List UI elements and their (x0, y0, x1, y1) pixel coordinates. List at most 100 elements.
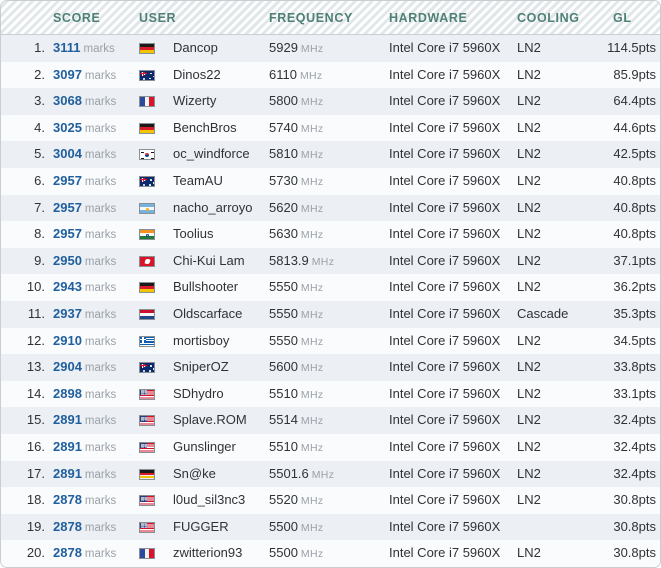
score-cell[interactable]: 3111 marks (53, 35, 143, 62)
table-row[interactable]: 3. 3068 marks Wizerty 5800 MHz Intel Core i7 5… (1, 88, 660, 115)
score-cell[interactable]: 2937 marks (53, 301, 143, 328)
score-cell[interactable]: 2878 marks (53, 514, 143, 541)
score-cell[interactable]: 2878 marks (53, 540, 143, 567)
hardware-cell: Intel Core i7 5960X (389, 146, 501, 162)
table-row[interactable]: 19. 2878 marks FUGGER 5500 MHz Intel Core i7 5… (1, 513, 660, 541)
score-unit: marks (84, 202, 117, 215)
frequency-unit: MHz (300, 441, 324, 454)
user-cell[interactable]: Dancop (173, 40, 218, 55)
flag-cell (139, 461, 161, 488)
india-flag-icon (139, 229, 155, 241)
score-cell[interactable]: 2878 marks (53, 487, 143, 514)
table-row[interactable]: 4. 3025 marks BenchBros 5740 MHz Intel Core i7… (1, 114, 660, 142)
user-cell[interactable]: Gunslinger (173, 438, 236, 454)
frequency-cell: 5800 MHz (269, 88, 323, 115)
score-value: 3004 (53, 146, 82, 162)
score-cell[interactable]: 3097 marks (53, 62, 143, 89)
column-header-score[interactable]: SCORE (53, 11, 101, 25)
table-row[interactable]: 7. 2957 marks nacho_arroyo 5620 MHz Intel Core… (1, 194, 660, 222)
user-cell[interactable]: FUGGER (173, 518, 229, 534)
frequency-cell: 5810 MHz (269, 141, 323, 168)
table-row[interactable]: 6. 2957 marks TeamAU 5730 MHz Intel Core i7 59… (1, 167, 660, 195)
user-cell[interactable]: Bullshooter (173, 279, 239, 295)
table-row[interactable]: 9. 2950 marks Chi-Kui Lam 5813.9 MHz Intel Cor… (1, 247, 660, 275)
table-row[interactable]: 1. 3111 marks Dancop 5929 MHz Intel Core i7 59… (1, 35, 660, 62)
score-cell[interactable]: 2957 marks (53, 168, 143, 195)
rank-cell: 2. (34, 66, 45, 82)
column-header-user[interactable]: USER (139, 11, 177, 25)
table-row[interactable]: 2. 3097 marks Dinos22 6110 MHz Intel Core i7 5… (1, 61, 660, 89)
gl-cell: 35.3pts (613, 305, 656, 321)
table-row[interactable]: 11. 2937 marks Oldscarface 5550 MHz Intel Core… (1, 300, 660, 328)
rank-cell: 16. (26, 438, 45, 454)
cooling-cell: LN2 (517, 40, 541, 55)
rank-cell: 4. (34, 119, 45, 135)
score-cell[interactable]: 2957 marks (53, 221, 143, 248)
table-row[interactable]: 12. 2910 marks mortisboy 5550 MHz Intel Core i… (1, 327, 660, 355)
score-cell[interactable]: 2904 marks (53, 354, 143, 381)
table-row[interactable]: 16. 2891 marks Gunslinger 5510 MHz Intel Core … (1, 433, 660, 461)
score-cell[interactable]: 3068 marks (53, 88, 143, 115)
gl-cell: 33.8pts (613, 359, 656, 375)
score-cell[interactable]: 2898 marks (53, 381, 143, 408)
table-row[interactable]: 14. 2898 marks SDhydro 5510 MHz Intel Core i7 … (1, 380, 660, 408)
user-cell[interactable]: SniperOZ (173, 359, 229, 375)
user-cell[interactable]: nacho_arroyo (173, 199, 253, 215)
user-cell[interactable]: Wizerty (173, 93, 217, 109)
user-cell[interactable]: Toolius (173, 226, 214, 242)
user-cell[interactable]: TeamAU (173, 172, 223, 188)
australia-flag-icon (139, 175, 155, 187)
table-row[interactable]: 5. 3004 marks oc_windforce 5810 MHz Intel Core… (1, 141, 660, 168)
table-row[interactable]: 15. 2891 marks Splave.ROM 5514 MHz Intel Core … (1, 407, 660, 434)
score-value: 2878 (53, 518, 82, 534)
cooling-cell: LN2 (517, 332, 541, 348)
greece-flag-icon (139, 335, 155, 347)
score-cell[interactable]: 3004 marks (53, 141, 143, 168)
score-value: 3025 (53, 119, 82, 135)
frequency-cell: 5550 MHz (269, 274, 323, 301)
germany-flag-icon (139, 122, 155, 134)
score-cell[interactable]: 2891 marks (53, 461, 143, 488)
user-cell[interactable]: Sn@ke (173, 465, 216, 481)
frequency-unit: MHz (300, 335, 324, 348)
user-cell[interactable]: SDhydro (173, 385, 224, 401)
score-value: 2891 (53, 438, 82, 454)
score-cell[interactable]: 2957 marks (53, 195, 143, 222)
user-cell[interactable]: Oldscarface (173, 305, 243, 321)
user-cell[interactable]: Chi-Kui Lam (173, 252, 245, 268)
table-row[interactable]: 17. 2891 marks Sn@ke 5501.6 MHz Intel Core i7 … (1, 460, 660, 488)
cooling-cell: LN2 (517, 119, 541, 135)
table-row[interactable]: 8. 2957 marks Toolius 5630 MHz Intel Core i7 5… (1, 221, 660, 248)
score-cell[interactable]: 2910 marks (53, 328, 143, 355)
column-header-frequency[interactable]: FREQUENCY (269, 11, 353, 25)
table-row[interactable]: 18. 2878 marks l0ud_sil3nc3 5520 MHz Intel Cor… (1, 487, 660, 514)
score-cell[interactable]: 2943 marks (53, 274, 143, 301)
user-cell[interactable]: oc_windforce (173, 146, 250, 162)
score-cell[interactable]: 3025 marks (53, 115, 143, 142)
hardware-cell: Intel Core i7 5960X (389, 172, 501, 188)
user-cell[interactable]: BenchBros (173, 119, 237, 135)
user-cell[interactable]: Splave.ROM (173, 412, 247, 428)
user-cell[interactable]: zwitterion93 (173, 545, 243, 561)
cooling-cell: LN2 (517, 279, 541, 295)
user-cell[interactable]: mortisboy (173, 332, 230, 348)
score-unit: marks (84, 229, 117, 242)
frequency-cell: 5550 MHz (269, 301, 323, 328)
frequency-value: 5500 (269, 518, 298, 534)
column-header-gl[interactable]: GL (613, 11, 632, 25)
column-header-hardware[interactable]: HARDWARE (389, 11, 468, 25)
usa-flag-icon (139, 415, 155, 427)
flag-cell (139, 407, 161, 434)
score-unit: marks (84, 308, 117, 321)
user-cell[interactable]: Dinos22 (173, 66, 221, 82)
score-cell[interactable]: 2891 marks (53, 407, 143, 434)
table-row[interactable]: 10. 2943 marks Bullshooter 5550 MHz Intel Core… (1, 274, 660, 301)
score-cell[interactable]: 2891 marks (53, 434, 143, 461)
frequency-unit: MHz (300, 495, 324, 508)
table-row[interactable]: 13. 2904 marks SniperOZ 5600 MHz Intel Core i7… (1, 354, 660, 381)
user-cell[interactable]: l0ud_sil3nc3 (173, 492, 246, 508)
table-row[interactable]: 20. 2878 marks zwitterion93 5500 MHz Intel Cor… (1, 540, 660, 567)
column-header-cooling[interactable]: COOLING (517, 11, 580, 25)
score-unit: marks (84, 521, 117, 534)
score-cell[interactable]: 2950 marks (53, 248, 143, 275)
